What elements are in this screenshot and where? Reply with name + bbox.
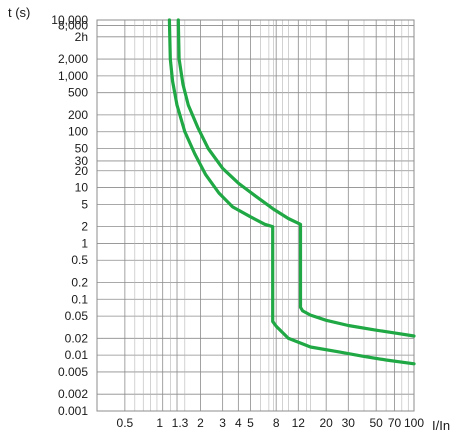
y-tick-label: 200: [68, 108, 88, 122]
y-tick-label: 10: [75, 181, 89, 195]
x-tick-label: 30: [342, 416, 356, 430]
y-tick-label: 2,000: [58, 52, 88, 66]
x-axis-label: I/In: [432, 418, 450, 433]
y-tick-label: 0.05: [65, 309, 89, 323]
y-tick-label: 0.2: [71, 275, 88, 289]
y-tick-label: 20: [75, 164, 89, 178]
plot-frame: [96, 19, 415, 412]
y-tick-label: 5: [81, 197, 88, 211]
y-tick-labels: 10,0008,0002h2,0001,00050020010050302010…: [51, 13, 88, 418]
x-tick-label: 0.5: [117, 416, 134, 430]
y-tick-label: 0.005: [58, 365, 88, 379]
curves: [167, 18, 416, 366]
y-tick-label: 100: [68, 125, 88, 139]
trip-curve-1: [167, 18, 416, 366]
x-tick-label: 5: [247, 416, 254, 430]
y-tick-label: 500: [68, 86, 88, 100]
x-tick-label: 4: [235, 416, 242, 430]
y-tick-label: 0.002: [58, 387, 88, 401]
x-tick-label: 3: [219, 416, 226, 430]
x-tick-label: 50: [369, 416, 383, 430]
x-tick-label: 1: [156, 416, 163, 430]
x-tick-label: 1.3: [172, 416, 189, 430]
y-tick-label: 10,000: [51, 13, 88, 27]
y-tick-label: 1: [81, 236, 88, 250]
x-tick-labels: 0.5 1 1.3 2 3 4 5 8 12 20 30 50 70 100: [117, 416, 425, 430]
x-tick-label: 20: [319, 416, 333, 430]
x-tick-label: 12: [292, 416, 306, 430]
y-tick-label: 0.5: [71, 253, 88, 267]
y-tick-label: 8,000: [58, 18, 88, 32]
y-tick-label: 0.01: [65, 348, 89, 362]
grid: [97, 19, 415, 412]
trip-curve-2: [176, 18, 416, 338]
y-tick-label: 0.1: [71, 292, 88, 306]
y-tick-label: 50: [75, 142, 89, 156]
y-tick-label: 30: [75, 154, 89, 168]
y-tick-label: 2: [81, 220, 88, 234]
x-tick-label: 70: [388, 416, 402, 430]
y-tick-label: 0.02: [65, 331, 89, 345]
x-tick-label: 100: [404, 416, 424, 430]
x-tick-label: 2: [197, 416, 204, 430]
y-tick-label: 1,000: [58, 69, 88, 83]
y-tick-label: 0.001: [58, 404, 88, 418]
x-tick-label: 8: [273, 416, 280, 430]
y-axis-label: t (s): [8, 5, 30, 20]
y-tick-label: 2h: [75, 30, 88, 44]
